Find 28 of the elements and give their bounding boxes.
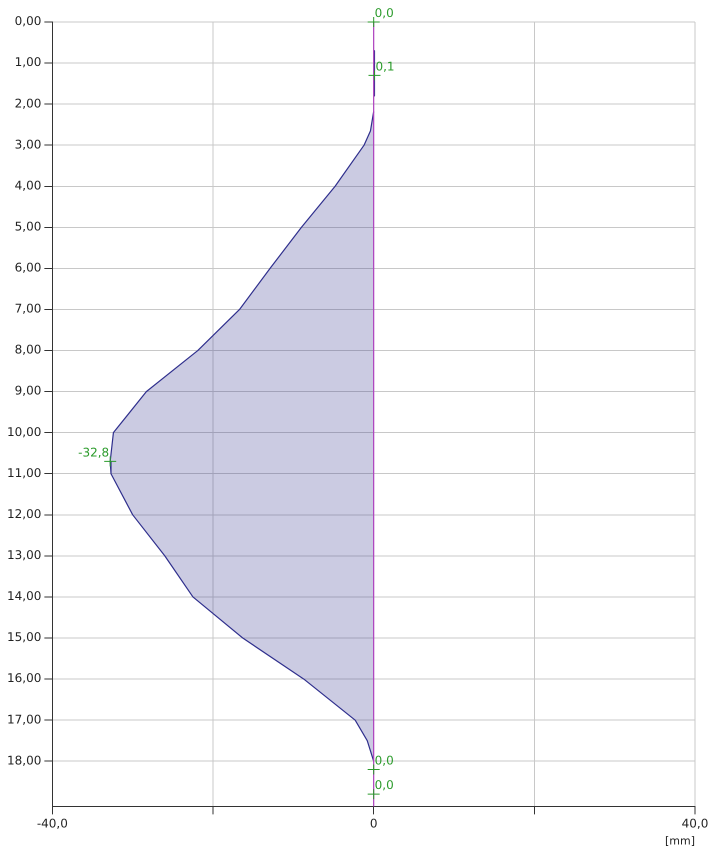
annotation: -32,8 [78, 446, 110, 460]
y-tick-label: 3,00 [14, 137, 42, 152]
annotation: 0,1 [375, 60, 395, 74]
y-tick-label: 2,00 [14, 96, 42, 110]
y-tick-label: 6,00 [14, 260, 42, 275]
y-tick-label: 13,00 [6, 548, 42, 562]
y-tick-label: 4,00 [14, 178, 42, 192]
y-tick-label: 1,00 [14, 55, 42, 70]
x-tick-label: -40,0 [36, 816, 68, 831]
x-axis-title: [mm] [664, 834, 695, 848]
y-tick-label: 5,00 [14, 219, 42, 234]
annotation: 0,0 [374, 754, 394, 768]
y-tick-label: 18,00 [6, 753, 42, 768]
y-tick-label: 14,00 [6, 589, 42, 604]
x-tick-label: 0 [370, 816, 378, 831]
y-tick-label: 16,00 [6, 671, 42, 686]
y-tick-label: 17,00 [6, 712, 42, 726]
y-tick-label: 0,00 [14, 14, 42, 28]
y-tick-label: 10,00 [6, 424, 42, 439]
x-tick-label: 40,0 [682, 816, 708, 831]
y-tick-label: 12,00 [6, 506, 42, 521]
y-tick-label: 9,00 [14, 384, 42, 398]
y-tick-label: 7,00 [14, 302, 42, 316]
y-tick-label: 11,00 [6, 466, 42, 480]
y-tick-label: 15,00 [6, 630, 42, 644]
y-tick-label: 8,00 [14, 342, 42, 357]
annotation: 0,0 [374, 6, 394, 20]
annotation: 0,0 [374, 778, 394, 792]
